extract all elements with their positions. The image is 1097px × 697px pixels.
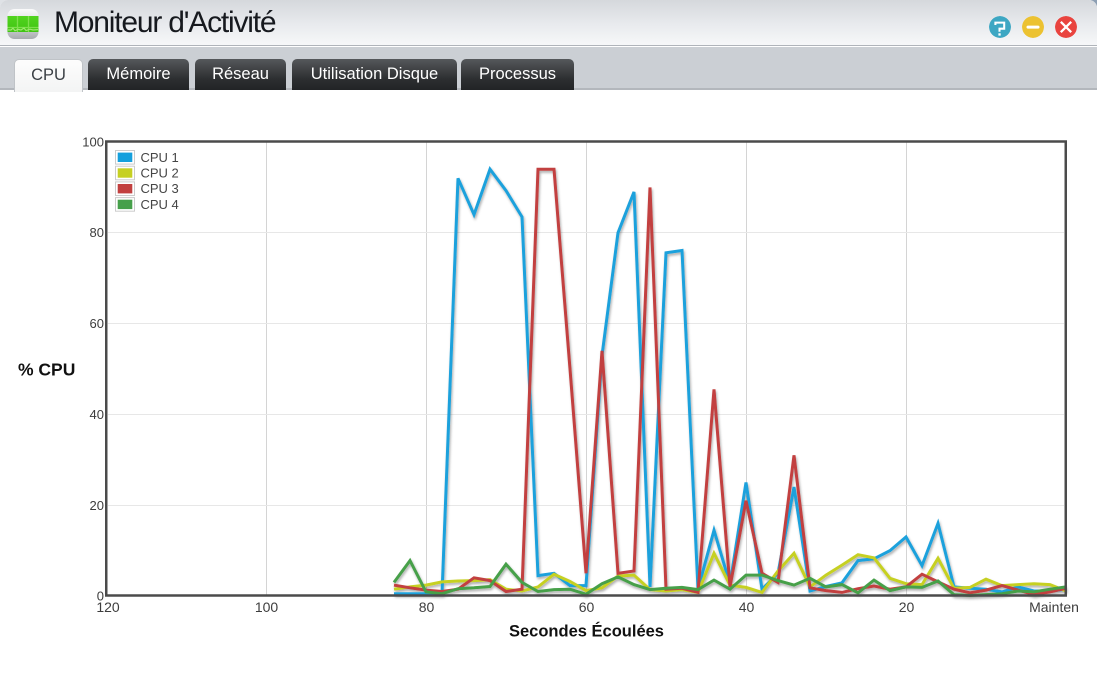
svg-text:60: 60 [90,316,104,331]
svg-text:80: 80 [90,225,104,240]
svg-text:20: 20 [90,498,104,513]
svg-text:20: 20 [899,599,915,615]
svg-text:120: 120 [96,599,120,615]
svg-text:CPU 2: CPU 2 [141,166,179,181]
svg-text:40: 40 [739,599,755,615]
svg-text:CPU 3: CPU 3 [141,181,179,196]
svg-text:% CPU: % CPU [18,360,75,380]
svg-text:Mainten: Mainten [1029,599,1079,615]
svg-text:Secondes Écoulées: Secondes Écoulées [509,622,664,641]
svg-text:80: 80 [419,599,435,615]
svg-text:CPU 1: CPU 1 [141,150,179,165]
svg-text:60: 60 [579,599,595,615]
svg-text:CPU 4: CPU 4 [141,197,179,212]
svg-text:100: 100 [255,599,279,615]
svg-text:0: 0 [97,589,104,604]
svg-text:40: 40 [90,407,104,422]
svg-text:100: 100 [82,135,104,150]
